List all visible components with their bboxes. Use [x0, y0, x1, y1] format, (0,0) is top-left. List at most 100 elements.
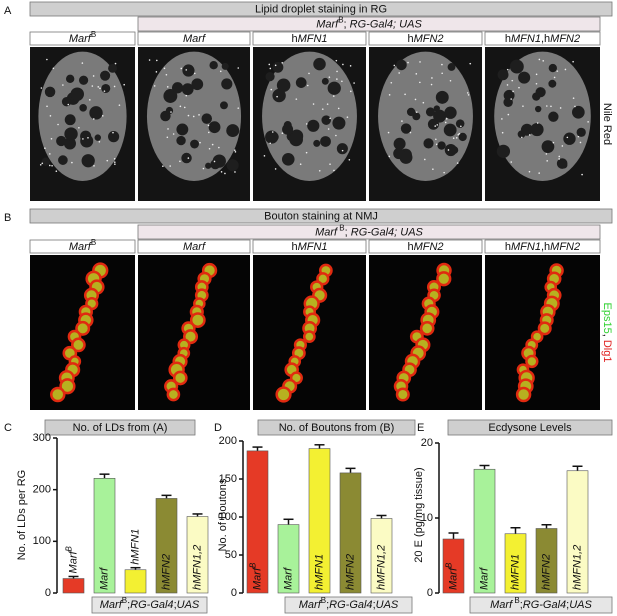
- bar-label: Marf: [98, 567, 110, 590]
- droplet: [553, 76, 556, 79]
- droplet: [460, 125, 462, 128]
- droplet: [388, 155, 391, 158]
- bouton: [166, 387, 181, 402]
- droplet: [415, 73, 418, 75]
- text-part: UAS: [376, 599, 399, 611]
- nucleus: [509, 59, 524, 74]
- nucleus: [63, 137, 76, 150]
- bouton: [189, 312, 206, 328]
- nucleus: [332, 116, 346, 130]
- nucleus: [412, 112, 421, 121]
- nucleus: [269, 132, 279, 142]
- droplet: [170, 111, 172, 113]
- bouton: [436, 271, 452, 287]
- column-label: hMFN2: [407, 33, 443, 45]
- nucleus: [393, 147, 405, 160]
- nucleus: [81, 154, 95, 168]
- bar: [93, 477, 116, 594]
- droplet: [295, 98, 298, 100]
- droplet: [166, 86, 169, 88]
- droplet: [431, 77, 433, 79]
- nucleus: [295, 77, 307, 88]
- droplet: [183, 106, 186, 109]
- column-label: hMFN2: [407, 241, 443, 253]
- droplet: [507, 113, 510, 116]
- text-part: ;: [345, 226, 351, 238]
- droplet: [172, 133, 175, 135]
- droplet: [574, 105, 576, 108]
- stain-label: Nile Red: [601, 103, 613, 145]
- droplet: [40, 87, 43, 89]
- droplet: [187, 114, 190, 117]
- subheader-box: [137, 16, 601, 32]
- nucleus: [163, 89, 178, 103]
- nucleus: [535, 87, 546, 98]
- column-box: [368, 239, 483, 254]
- droplet: [299, 163, 302, 166]
- droplet: [46, 58, 48, 61]
- droplet: [270, 88, 273, 91]
- bouton: [59, 378, 76, 395]
- droplet: [162, 165, 164, 168]
- nucleus: [101, 83, 111, 93]
- gland-tissue: [378, 51, 473, 181]
- droplet: [550, 105, 552, 108]
- droplet: [572, 97, 575, 99]
- droplet: [536, 122, 539, 124]
- y-tick-label: 0: [231, 587, 237, 599]
- droplet: [326, 103, 329, 105]
- droplet: [218, 146, 220, 149]
- droplet: [587, 121, 589, 123]
- droplet: [199, 141, 201, 144]
- text-part: Eps15: [601, 303, 613, 334]
- nucleus: [100, 70, 111, 81]
- droplet: [114, 62, 117, 65]
- nucleus: [327, 81, 341, 95]
- genotype-box: [284, 596, 413, 614]
- bar: [473, 468, 496, 594]
- droplet: [92, 75, 95, 77]
- column-label: hMFN1,hMFN2: [505, 33, 580, 45]
- nucleus: [205, 162, 212, 169]
- bar: [308, 448, 331, 594]
- bouton: [537, 321, 552, 336]
- column-box: [137, 31, 251, 46]
- nucleus: [289, 132, 303, 147]
- droplet: [93, 165, 95, 167]
- bar-label: Marf: [282, 567, 294, 590]
- column-label: hMFN1,hMFN2: [505, 241, 580, 253]
- text-part: B: [91, 238, 96, 247]
- droplet: [452, 137, 455, 140]
- bar: [370, 518, 393, 594]
- droplet: [415, 111, 418, 113]
- droplet: [528, 134, 531, 136]
- droplet: [501, 118, 503, 120]
- droplet: [414, 98, 417, 101]
- droplet: [179, 160, 181, 163]
- bar-label: hMFN1: [313, 554, 325, 590]
- nucleus: [94, 134, 101, 141]
- droplet: [237, 67, 240, 69]
- droplet: [444, 121, 447, 124]
- droplet: [234, 171, 236, 173]
- droplet: [558, 158, 560, 160]
- droplet: [276, 95, 278, 98]
- nucleus: [435, 90, 449, 104]
- droplet: [274, 64, 277, 67]
- nucleus: [221, 78, 233, 90]
- nucleus: [176, 123, 189, 136]
- droplet: [271, 131, 274, 133]
- nucleus: [58, 155, 68, 165]
- panel-header: Lipid droplet staining in RG: [255, 3, 387, 15]
- droplet: [281, 132, 284, 135]
- bouton: [172, 370, 188, 386]
- droplet: [501, 131, 504, 134]
- y-axis-label: No. of LDs per RG: [16, 470, 28, 560]
- droplet: [308, 72, 310, 75]
- y-tick-label: 50: [225, 549, 237, 561]
- text-part: ;: [127, 599, 130, 611]
- text-part: RG-Gal4: [329, 599, 372, 611]
- bar: [566, 470, 589, 594]
- nucleus: [209, 61, 218, 70]
- droplet: [512, 90, 514, 93]
